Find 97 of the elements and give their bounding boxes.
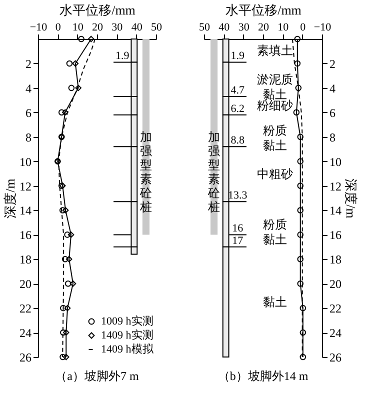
point — [64, 232, 70, 238]
point — [64, 280, 72, 287]
x-tick-label: 20 — [258, 22, 270, 34]
point — [297, 134, 304, 140]
point — [297, 232, 304, 238]
ref-line-label: 6.2 — [230, 102, 245, 115]
point — [59, 207, 66, 214]
ref-line-label: 1.9 — [115, 50, 130, 62]
point — [88, 36, 94, 42]
y-tick-label: 12 — [330, 179, 342, 194]
point — [297, 207, 304, 214]
x-tick-label: −10 — [314, 22, 332, 34]
y-tick-label: 18 — [20, 252, 32, 267]
y-tick-label: 10 — [330, 154, 342, 169]
x-tick-label: 10 — [278, 22, 290, 34]
point — [62, 207, 69, 214]
point — [68, 84, 75, 92]
point — [78, 36, 84, 42]
point — [297, 256, 304, 262]
y-tick-label: 16 — [20, 228, 32, 242]
y-tick-label: 6 — [330, 106, 336, 120]
point — [60, 304, 66, 312]
legend-label: 1409 h实测 — [101, 328, 154, 342]
x-tick-label: 0 — [300, 22, 306, 34]
y-tick-label: 24 — [330, 326, 342, 340]
point — [66, 60, 73, 67]
y-axis-title: 深度/m — [2, 178, 18, 218]
point — [295, 84, 302, 92]
ref-line-label: 16 — [232, 222, 244, 235]
point — [62, 354, 70, 360]
point — [64, 304, 71, 312]
y-tick-label: 2 — [330, 56, 336, 71]
x-axis-title: 水平位移/mm — [226, 2, 302, 18]
legend-label: 1009 h实测 — [101, 314, 154, 328]
y-tick-label: 14 — [20, 204, 32, 218]
x-tick-label: 30 — [238, 22, 250, 34]
y-axis-title: 深度/m — [344, 178, 358, 218]
x-tick-label: −10 — [30, 22, 48, 34]
point — [62, 109, 68, 116]
point — [294, 60, 301, 67]
y-tick-label: 6 — [26, 106, 32, 120]
point — [62, 329, 70, 336]
point — [58, 109, 65, 116]
point — [297, 158, 304, 164]
y-tick-label: 26 — [330, 350, 342, 364]
point — [62, 256, 68, 262]
y-tick-label: 2 — [26, 56, 32, 71]
x-tick-label: 30 — [112, 22, 124, 34]
ref-line-label: 1.9 — [230, 50, 246, 62]
text: （b）坡脚外14 m — [218, 369, 309, 383]
point — [300, 329, 306, 336]
y-tick-label: 26 — [20, 350, 32, 364]
x-tick-label: 20 — [92, 22, 104, 34]
point — [293, 109, 300, 116]
y-tick-label: 16 — [330, 228, 342, 242]
band-label: 中粗砂 — [256, 167, 293, 182]
x-tick-label: 10 — [72, 22, 84, 34]
band-label: 加强型素砼桩 — [138, 130, 152, 214]
point — [72, 60, 79, 67]
point — [68, 232, 74, 238]
y-tick-label: 8 — [330, 130, 336, 144]
point — [66, 256, 72, 262]
y-tick-label: 22 — [20, 302, 32, 316]
band-label: 粉质黏土 — [262, 124, 287, 153]
band-label: 粉质黏土 — [262, 217, 287, 246]
ref-line-label: 8.8 — [230, 134, 246, 147]
point — [70, 280, 76, 287]
y-tick-label: 24 — [20, 326, 32, 340]
y-tick-label: 18 — [330, 252, 342, 267]
x-tick-label: 50 — [151, 22, 162, 34]
point — [75, 84, 82, 92]
y-tick-label: 22 — [330, 302, 342, 316]
y-tick-label: 10 — [20, 154, 32, 169]
x-tick-label: 0 — [55, 22, 62, 34]
y-tick-label: 20 — [330, 277, 342, 292]
band-label: 加强型素砼桩 — [207, 130, 220, 214]
y-tick-label: 4 — [26, 81, 32, 96]
y-tick-label: 8 — [26, 130, 32, 144]
x-axis-title: 水平位移/mm — [60, 2, 136, 18]
y-tick-label: 4 — [330, 81, 336, 96]
x-tick-label: 50 — [199, 22, 210, 34]
y-tick-label: 12 — [20, 179, 32, 194]
text: （a）坡脚外7 m — [55, 369, 140, 383]
point — [60, 329, 66, 336]
point — [297, 182, 304, 189]
legend-label: 1409 h模拟 — [101, 342, 154, 356]
band-label: 黏土 — [262, 294, 287, 309]
point — [297, 280, 304, 287]
band-label: 粉细砂 — [256, 98, 293, 113]
x-tick-label: 40 — [218, 22, 230, 34]
band-label: 素填土 — [256, 44, 293, 58]
point — [300, 304, 306, 312]
ref-line-label: 17 — [232, 234, 244, 247]
y-tick-label: 20 — [20, 277, 32, 292]
y-tick-label: 14 — [330, 204, 342, 218]
ref-line-label: 4.7 — [230, 84, 246, 96]
x-tick-label: 40 — [131, 22, 143, 34]
